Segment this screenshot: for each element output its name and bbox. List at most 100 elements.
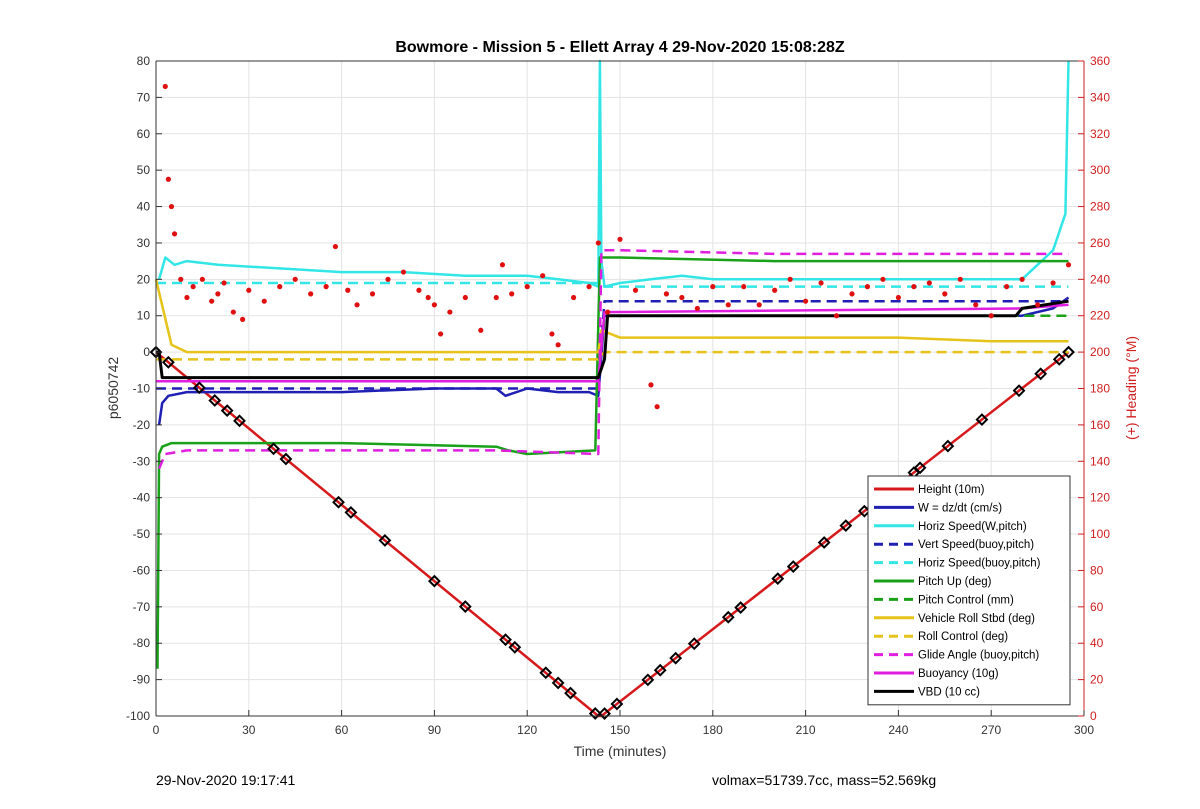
heading-point (663, 291, 670, 297)
heading-point (246, 287, 252, 293)
y-tick-label: -80 (133, 636, 151, 650)
y-tick-label: 80 (137, 54, 151, 68)
heading-point (772, 287, 778, 293)
heading-point (942, 291, 948, 297)
legend-label: W = dz/dt (cm/s) (918, 502, 1002, 514)
position-marker (1052, 352, 1066, 366)
heading-point (462, 294, 468, 301)
y-tick-label: 70 (137, 90, 151, 104)
y-tick-right-label: 40 (1090, 636, 1104, 650)
y-tick-right-label: 60 (1090, 600, 1104, 614)
y-tick-right-label: 140 (1090, 454, 1110, 468)
x-tick-label: 0 (153, 723, 160, 737)
heading-point (632, 287, 639, 293)
position-marker (161, 355, 175, 369)
heading-point (277, 284, 283, 290)
legend-label: Pitch Up (deg) (918, 576, 992, 588)
heading-point (292, 276, 298, 282)
y-tick-label: -100 (126, 709, 150, 723)
position-marker (588, 707, 602, 720)
y-tick-label: 60 (137, 127, 151, 141)
heading-point (880, 276, 886, 282)
y-tick-label: -10 (133, 382, 151, 396)
y-tick-label: 20 (137, 272, 151, 286)
y-tick-right-label: 200 (1090, 345, 1110, 359)
heading-point (165, 176, 171, 182)
heading-point (555, 342, 561, 348)
heading-point (385, 276, 391, 282)
position-marker (332, 495, 345, 509)
footer-timestamp: 29-Nov-2020 19:17:41 (156, 772, 296, 788)
heading-point (957, 276, 963, 282)
y-tick-right-label: 340 (1090, 90, 1110, 104)
heading-point (178, 276, 184, 282)
heading-point (833, 313, 840, 319)
x-tick-label: 60 (335, 723, 349, 737)
heading-point (345, 287, 351, 293)
heading-point (354, 302, 360, 308)
heading-point (369, 291, 376, 297)
heading-point (1065, 262, 1072, 268)
legend-box (867, 475, 1071, 706)
heading-point (1035, 302, 1041, 308)
heading-point (1050, 280, 1056, 286)
heading-point (654, 404, 660, 410)
position-marker (499, 633, 512, 647)
position-marker (233, 414, 246, 428)
y-tick-right-label: 360 (1090, 54, 1110, 68)
heading-point (171, 231, 178, 237)
heading-point (679, 294, 685, 301)
y-axis-label: p6050742 (105, 357, 121, 420)
x-tick-label: 300 (1074, 723, 1094, 737)
heading-point (184, 294, 190, 301)
legend-label: Buoyancy (10g) (918, 668, 999, 680)
position-marker (817, 536, 831, 549)
legend-label: Horiz Speed(W,pitch) (918, 521, 1027, 533)
position-marker (975, 413, 989, 427)
series-line (156, 256, 1069, 669)
heading-point (416, 287, 422, 293)
x-tick-label: 270 (981, 723, 1001, 737)
heading-point (571, 294, 577, 301)
y-tick-right-label: 300 (1090, 163, 1110, 177)
y-tick-right-label: 220 (1090, 309, 1110, 323)
grid (155, 60, 1085, 717)
heading-point (756, 302, 762, 308)
heading-point (400, 269, 407, 275)
y-tick-label: 40 (137, 200, 151, 214)
y-tick-label: -30 (133, 454, 151, 468)
heading-point (478, 327, 484, 333)
position-marker (839, 519, 853, 533)
y-axis-right-label: (+) Heading (°M) (1123, 336, 1139, 440)
heading-point (199, 276, 205, 282)
heading-point (261, 298, 267, 304)
legend: Height (10m) W = dz/dt (cm/s) Horiz Speed(… (867, 475, 1071, 706)
position-marker (539, 666, 553, 680)
position-marker (279, 452, 293, 466)
heading-point (595, 240, 601, 246)
y-tick-label: -20 (133, 418, 151, 432)
position-marker (641, 673, 655, 687)
heading-point (741, 284, 747, 290)
heading-point (926, 280, 932, 286)
position-marker (208, 394, 222, 407)
heading-point (425, 294, 431, 301)
series-line (156, 299, 1069, 380)
series-line (157, 59, 1070, 288)
heading-point (190, 284, 196, 290)
position-marker (458, 600, 472, 613)
legend-label: Pitch Control (mm) (918, 594, 1014, 606)
heading-point (617, 236, 623, 242)
position-markers (149, 345, 1075, 721)
heading-point (648, 382, 654, 388)
heading-point (895, 294, 902, 301)
heading-point (540, 273, 546, 279)
x-tick-label: 240 (888, 723, 908, 737)
position-marker (1062, 345, 1075, 359)
y-tick-label: -40 (133, 491, 151, 505)
heading-point (162, 83, 168, 90)
legend-label: Vert Speed(buoy,pitch) (918, 539, 1034, 551)
heading-point (209, 298, 215, 304)
y-tick-right-label: 20 (1090, 673, 1104, 687)
